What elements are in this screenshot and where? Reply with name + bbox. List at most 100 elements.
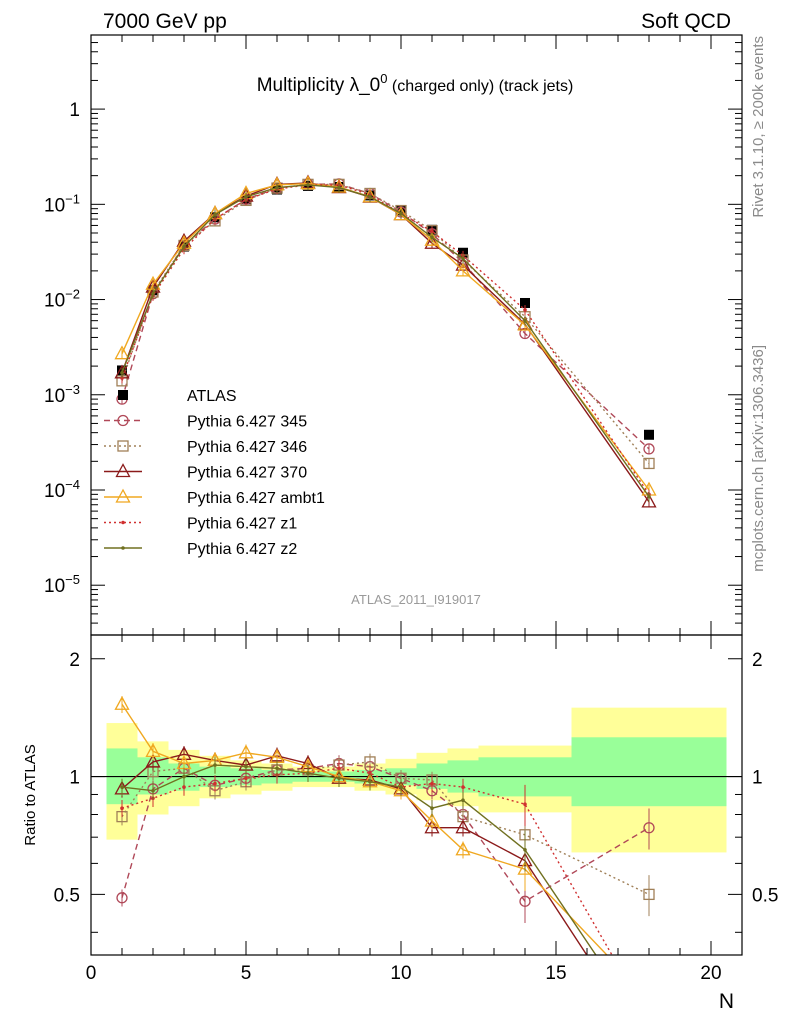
data-point bbox=[641, 493, 657, 508]
legend-item: Pythia 6.427 370 bbox=[104, 463, 307, 482]
data-point bbox=[399, 211, 403, 216]
ratio-series-line bbox=[121, 767, 613, 955]
data-point bbox=[182, 244, 186, 249]
ratio-point bbox=[116, 892, 128, 904]
ratio-point bbox=[368, 771, 372, 776]
ratio-point bbox=[120, 785, 124, 789]
data-point bbox=[430, 229, 434, 234]
x-tick-label: 0 bbox=[86, 963, 97, 984]
ratio-series-5 bbox=[120, 756, 597, 955]
ratio-point bbox=[643, 822, 655, 834]
data-point bbox=[306, 183, 310, 187]
y-tick-label: 10−2 bbox=[44, 287, 80, 312]
legend-item: Pythia 6.427 z2 bbox=[104, 541, 297, 558]
data-point bbox=[643, 443, 655, 455]
series-line bbox=[121, 184, 650, 498]
ratio-point bbox=[213, 763, 217, 767]
x-tick-label: 10 bbox=[390, 963, 411, 984]
ratio-point bbox=[306, 771, 310, 776]
ratio-point bbox=[455, 819, 471, 834]
x-tick-label: 5 bbox=[241, 963, 252, 984]
data-point bbox=[647, 494, 651, 499]
header-left: 7000 GeV pp bbox=[103, 10, 227, 33]
data-point bbox=[393, 206, 409, 221]
ratio-point bbox=[461, 785, 465, 789]
ratio-point bbox=[182, 785, 186, 789]
ratio-point bbox=[275, 766, 279, 771]
y-tick-label: 10−3 bbox=[44, 382, 80, 407]
legend-item: ATLAS bbox=[118, 388, 237, 405]
ratio-point bbox=[145, 753, 161, 768]
ratio-point bbox=[424, 819, 440, 834]
data-point bbox=[244, 194, 248, 199]
ratio-point bbox=[430, 781, 434, 786]
data-point bbox=[275, 185, 279, 190]
ratio-point bbox=[151, 788, 155, 793]
legend-marker bbox=[121, 520, 125, 525]
data-point bbox=[644, 429, 654, 440]
ratio-y-tick-label: 1 bbox=[69, 768, 80, 789]
ratio-point bbox=[238, 744, 254, 759]
ratio-y-tick-label: 2 bbox=[69, 650, 80, 671]
legend-item: Pythia 6.427 z1 bbox=[104, 516, 297, 533]
ratio-point bbox=[643, 888, 655, 901]
series-line bbox=[121, 184, 650, 495]
ratio-point bbox=[523, 802, 527, 806]
y-tick-label: 1 bbox=[69, 100, 80, 121]
legend-label: Pythia 6.427 ambt1 bbox=[187, 490, 325, 507]
ratio-point bbox=[114, 695, 130, 710]
data-point bbox=[455, 262, 471, 277]
data-point bbox=[517, 316, 533, 331]
ratio-frame bbox=[90, 634, 743, 956]
x-axis-label: N bbox=[719, 990, 734, 1013]
data-point bbox=[523, 308, 527, 312]
legend-label: Pythia 6.427 370 bbox=[187, 465, 307, 482]
series-6 bbox=[120, 180, 651, 502]
ratio-point bbox=[244, 776, 248, 781]
legend-item: Pythia 6.427 ambt1 bbox=[104, 488, 325, 507]
series-line bbox=[121, 182, 650, 491]
ratio-y-tick-label: 0.5 bbox=[752, 885, 778, 906]
series-line bbox=[121, 183, 650, 450]
y-tick-label: 10−4 bbox=[44, 477, 80, 502]
x-tick-label: 20 bbox=[700, 963, 721, 984]
y-tick-label: 10−5 bbox=[44, 572, 80, 597]
chart-title: Multiplicity λ_00 (charged only) (track … bbox=[257, 71, 574, 96]
ratio-point bbox=[643, 992, 656, 1004]
legend-label: Pythia 6.427 z2 bbox=[187, 541, 297, 558]
legend-item: Pythia 6.427 346 bbox=[104, 439, 307, 456]
ratio-ylabel: Ratio to ATLAS bbox=[22, 744, 39, 845]
data-point bbox=[368, 194, 372, 199]
data-point bbox=[643, 457, 655, 470]
legend-label: ATLAS bbox=[187, 388, 237, 405]
ratio-series-line bbox=[121, 703, 608, 955]
ratio-point bbox=[523, 847, 527, 852]
legend-marker bbox=[118, 390, 128, 400]
ratio-point bbox=[424, 812, 440, 827]
analysis-label: ATLAS_2011_I919017 bbox=[351, 592, 481, 607]
ratio-point bbox=[519, 895, 531, 907]
legend-marker bbox=[117, 414, 129, 427]
ratio-panel: 0.5 0.51 12 20 5 10 15 20 Ratio to ATLAS N bbox=[22, 634, 778, 1013]
series-3 bbox=[114, 174, 657, 508]
ratio-point bbox=[120, 806, 124, 811]
data-point bbox=[114, 345, 130, 360]
ratio-point bbox=[337, 766, 341, 771]
ratio-point bbox=[244, 764, 248, 769]
ratio-point bbox=[430, 806, 434, 811]
uncertainty-band-green bbox=[571, 737, 727, 807]
data-point bbox=[120, 371, 124, 375]
main-panel: 1 10−1 10−2 10−3 10−4 10−5 ATLAS Pythia 6.427 … bbox=[44, 34, 743, 636]
ratio-point bbox=[399, 785, 403, 789]
mcplots-label: mcplots.cern.ch [arXiv:1306.3436] bbox=[750, 345, 767, 572]
ratio-point bbox=[337, 776, 341, 781]
legend-marker bbox=[115, 463, 131, 478]
rivet-version-label: Rivet 3.1.10, ≥ 200k events bbox=[750, 36, 767, 218]
ratio-point bbox=[145, 742, 161, 757]
ratio-point bbox=[213, 781, 217, 786]
legend-marker bbox=[121, 546, 125, 550]
legend-label: Pythia 6.427 346 bbox=[187, 439, 307, 456]
header-right: Soft QCD bbox=[641, 10, 731, 33]
ratio-series-line bbox=[121, 762, 650, 903]
ratio-y-tick-label: 2 bbox=[752, 650, 763, 671]
